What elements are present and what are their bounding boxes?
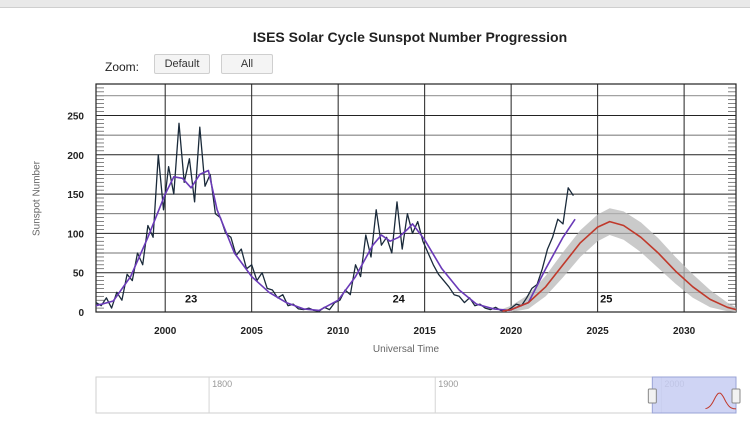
x-tick-label: 2000 [154,326,177,337]
grid [95,83,737,313]
y-axis-label: Sunspot Number [31,160,43,237]
y-tick-label: 200 [67,151,84,162]
y-tick-label: 0 [78,308,84,319]
cycle-label: 24 [393,294,406,306]
x-tick-label: 2030 [673,326,696,337]
x-tick-label: 2005 [241,326,264,337]
x-tick-label: 2020 [500,326,523,337]
prediction-band-area [502,208,736,312]
zoom-all-button[interactable]: All [221,54,273,74]
y-tick-label: 100 [67,229,84,240]
x-tick-label: 2010 [327,326,350,337]
navigator-prediction-line [705,392,737,410]
x-axis-label: Universal Time [373,344,440,355]
prediction-band [502,208,736,312]
navigator-frame [95,376,737,414]
series-line-observed-smoothed [95,169,576,312]
zoom-label: Zoom: [105,60,140,74]
navigator-handle-right[interactable] [731,388,741,404]
series-line-predicted [502,220,737,312]
plot-frame [95,83,737,313]
y-tick-label: 250 [67,111,84,122]
zoom-default-button[interactable]: Default [154,54,210,74]
browser-top-bar [0,0,750,8]
y-tick-label: 50 [73,269,85,280]
chart-title: ISES Solar Cycle Sunspot Number Progress… [252,29,568,45]
cycle-label: 23 [185,294,197,306]
x-tick-label: 2025 [586,326,609,337]
navigator-selection [651,376,737,414]
navigator-label: 1900 [438,379,458,389]
y-minor-ticks [96,87,736,309]
axis-labels: 2000 2005 2010 2015 2020 2025 2030 0 50 100 150 200… [67,111,695,355]
cycle-label: 25 [600,294,612,306]
navigator-label: 1800 [212,379,232,389]
navigator-handle-left[interactable] [647,388,657,404]
y-tick-label: 150 [67,190,84,201]
series-lines [95,122,737,312]
x-tick-label: 2015 [414,326,437,337]
navigator[interactable]: 180019002000 [95,376,741,414]
